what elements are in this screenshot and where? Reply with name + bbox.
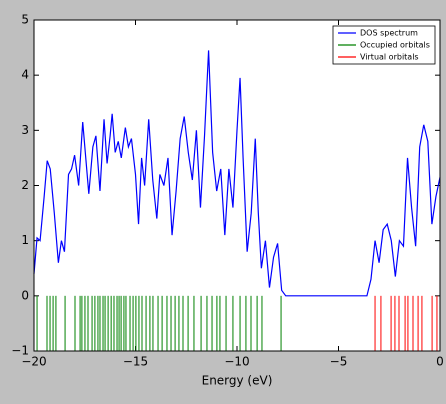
x-tick-label: −5 [330, 355, 348, 369]
legend-label: Occupied orbitals [360, 41, 430, 50]
legend-label: Virtual orbitals [360, 53, 419, 62]
x-tick-label: 0 [436, 355, 444, 369]
y-tick-label: 1 [21, 233, 29, 247]
y-tick-label: 0 [21, 288, 29, 302]
y-tick-label: 3 [21, 123, 29, 137]
y-tick-label: 5 [21, 13, 29, 27]
x-tick-label: −15 [123, 355, 148, 369]
x-axis-label: Energy (eV) [202, 374, 273, 388]
x-tick-label: −10 [224, 355, 249, 369]
dos-line [33, 50, 441, 297]
y-tick-label: −1 [11, 344, 29, 358]
y-tick-label: 2 [21, 178, 29, 192]
plot-area [34, 20, 440, 351]
legend-label: DOS spectrum [360, 29, 418, 38]
plot-frame [33, 19, 441, 352]
y-tick-label: 4 [21, 68, 29, 82]
x-tick-label: −20 [21, 355, 46, 369]
